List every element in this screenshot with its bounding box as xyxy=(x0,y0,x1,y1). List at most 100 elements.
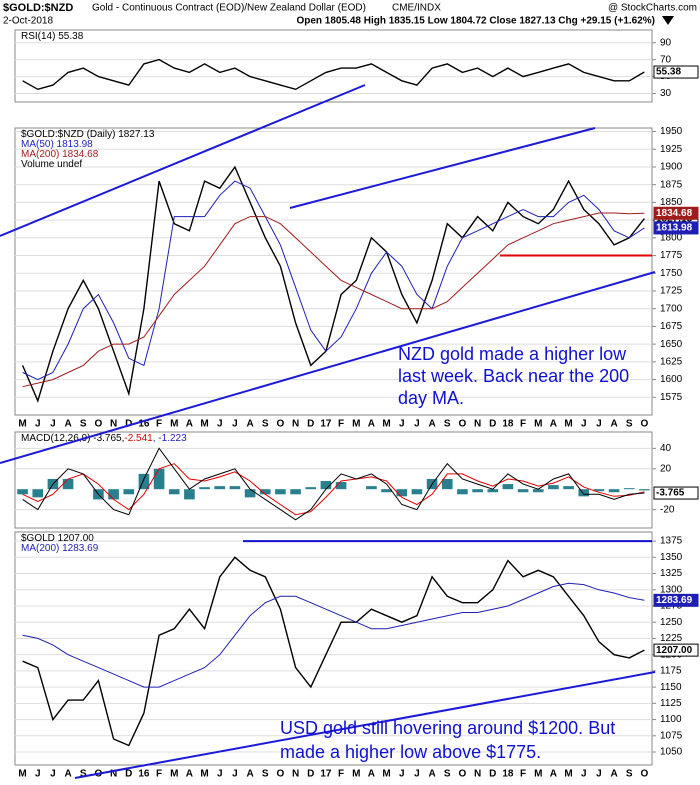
histogram-bar xyxy=(487,489,499,493)
y-tick-label: 1875 xyxy=(660,179,683,190)
histogram-bar xyxy=(593,489,605,492)
x-tick-label: M xyxy=(170,769,178,780)
legend-text: MA(200) 1834.68 xyxy=(21,149,99,160)
x-tick-label: D xyxy=(489,769,496,780)
series-line xyxy=(22,556,645,747)
histogram-bar xyxy=(639,489,650,491)
x-tick-label: F xyxy=(520,769,526,780)
legend-text: -2.541 xyxy=(124,433,153,444)
series-line xyxy=(22,58,645,91)
y-tick-label: 20 xyxy=(660,463,672,474)
symbol: $GOLD:$NZD xyxy=(3,2,73,14)
histogram-bar xyxy=(229,486,241,490)
x-tick-label: 16 xyxy=(138,769,150,780)
x-tick-label: A xyxy=(428,419,435,430)
series-line xyxy=(22,582,645,688)
histogram-bar xyxy=(532,489,544,493)
x-tick-label: A xyxy=(368,419,375,430)
y-tick-label: 70 xyxy=(660,54,672,65)
y-tick-label: 1675 xyxy=(660,321,683,332)
panel-frame xyxy=(14,29,653,103)
y-tick-label: 90 xyxy=(660,37,672,48)
value-tag-box xyxy=(653,221,699,235)
x-tick-label: F xyxy=(338,769,344,780)
y-tick-label: 1950 xyxy=(660,126,683,137)
y-tick-label: 1850 xyxy=(660,197,683,208)
x-tick-label: O xyxy=(95,419,103,430)
x-tick-label: J xyxy=(596,769,602,780)
histogram-bar xyxy=(457,489,468,495)
y-tick-label: 1050 xyxy=(660,747,683,758)
x-tick-label: O xyxy=(459,419,467,430)
x-tick-label: J xyxy=(581,769,587,780)
x-tick-label: M xyxy=(382,769,390,780)
y-tick-label: 1925 xyxy=(660,144,683,155)
x-tick-label: S xyxy=(626,769,633,780)
x-tick-label: M xyxy=(564,419,572,430)
annotation-box: USD gold still hovering around $1200. Bu… xyxy=(280,718,615,762)
x-tick-label: S xyxy=(262,419,269,430)
x-tick-label: A xyxy=(186,769,193,780)
x-tick-label: N xyxy=(292,419,299,430)
x-tick-label: S xyxy=(444,769,451,780)
histogram-bar xyxy=(153,468,165,490)
y-tick-label: 1225 xyxy=(660,633,683,644)
x-tick-label: D xyxy=(307,419,314,430)
x-tick-label: J xyxy=(35,769,41,780)
histogram-bar xyxy=(578,489,590,497)
histogram-bar xyxy=(335,482,347,490)
histogram-bar xyxy=(563,486,574,490)
value-tag-box xyxy=(653,65,699,79)
x-tick-label: 18 xyxy=(502,419,514,430)
x-tick-label: A xyxy=(246,769,253,780)
legend-entry: RSI(14) 55.38 xyxy=(21,31,84,42)
series-line xyxy=(21,165,645,403)
x-tick-label: M xyxy=(352,419,360,430)
histogram-bar xyxy=(17,489,28,495)
trend-line xyxy=(0,271,656,464)
histogram-bar xyxy=(396,489,408,497)
x-tick-label: 16 xyxy=(138,419,150,430)
x-tick-label: J xyxy=(399,419,405,430)
panel-frame xyxy=(14,431,653,529)
y-tick-label: 30 xyxy=(660,88,672,99)
histogram-bar xyxy=(168,489,180,495)
series-line xyxy=(22,447,645,521)
x-tick-label: N xyxy=(474,419,481,430)
y-tick-label: 1150 xyxy=(660,682,682,693)
legend-entry: MACD(12,26,9) -3.765,-2.541, -1.223 xyxy=(21,433,187,444)
x-tick-label: A xyxy=(368,769,375,780)
x-tick-label: M xyxy=(170,419,178,430)
y-tick-label: 1625 xyxy=(660,356,683,367)
x-tick-label: F xyxy=(520,419,526,430)
x-tick-label: J xyxy=(50,769,56,780)
y-tick-label: 1250 xyxy=(660,617,683,628)
x-tick-label: N xyxy=(292,769,299,780)
x-tick-label: A xyxy=(64,769,71,780)
x-tick-label: J xyxy=(35,419,41,430)
x-tick-label: J xyxy=(232,769,238,780)
legend-entry: $GOLD:$NZD (Daily) 1827.13 xyxy=(21,129,155,140)
x-tick-label: O xyxy=(277,769,285,780)
histogram-bar xyxy=(62,478,74,490)
legend-text: , -1.223 xyxy=(153,433,187,444)
histogram-bar xyxy=(366,486,377,490)
series-line xyxy=(22,463,645,516)
histogram-bar xyxy=(290,489,301,495)
histogram-bar xyxy=(381,489,392,493)
legend-text: $GOLD 1207.00 xyxy=(21,533,94,544)
histogram-bar xyxy=(123,489,135,495)
histogram-bar xyxy=(259,489,271,495)
y-tick-label: 1725 xyxy=(660,286,683,297)
histogram-bar xyxy=(517,489,529,493)
y-tick-label: 1125 xyxy=(660,698,682,709)
trend-line xyxy=(289,127,596,209)
x-tick-label: O xyxy=(459,769,467,780)
histogram-bar xyxy=(108,489,119,500)
x-tick-label: M xyxy=(352,769,360,780)
x-tick-label: J xyxy=(414,769,420,780)
histogram-bar xyxy=(548,485,559,490)
dropdown-arrow xyxy=(662,16,674,25)
legend-text: $GOLD:$NZD (Daily) 1827.13 xyxy=(21,129,155,140)
